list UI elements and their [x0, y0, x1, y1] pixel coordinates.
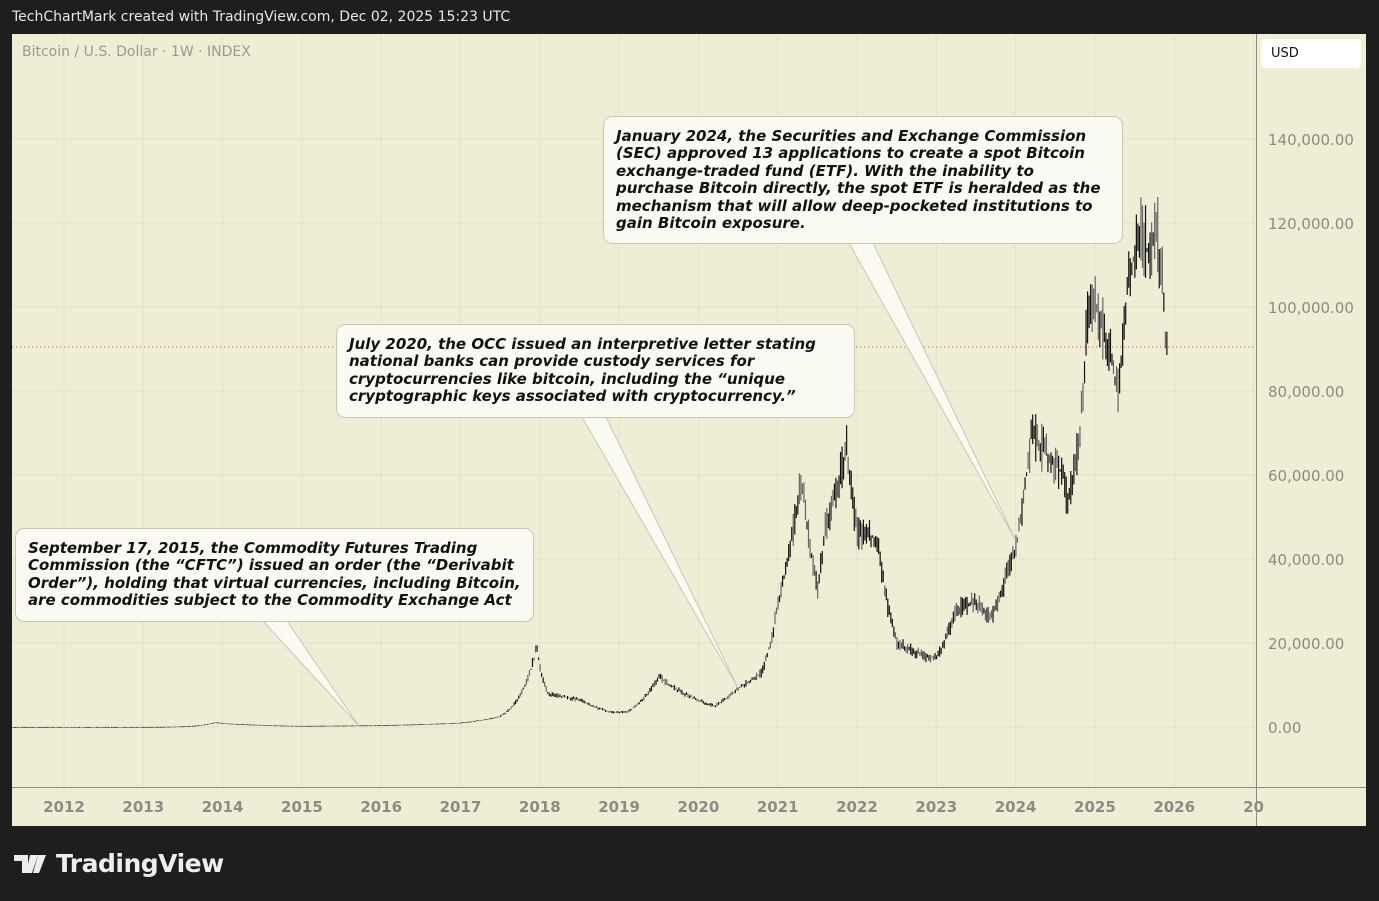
price-tick-label: 20,000.00: [1268, 635, 1344, 653]
tradingview-logo[interactable]: TradingView: [14, 849, 224, 878]
time-tick-label: 2012: [43, 798, 85, 816]
time-tick-label: 2022: [836, 798, 878, 816]
currency-button[interactable]: USD: [1261, 39, 1361, 68]
price-tick-label: 120,000.00: [1268, 215, 1354, 233]
time-tick-label: 2016: [360, 798, 402, 816]
symbol-title: Bitcoin / U.S. Dollar · 1W · INDEX: [22, 44, 251, 60]
time-tick-label: 2018: [519, 798, 561, 816]
price-tick-label: 0.00: [1268, 719, 1301, 737]
annotation-pointer: [261, 620, 359, 726]
time-tick-label: 2024: [995, 798, 1037, 816]
time-tick-label: 2025: [1074, 798, 1116, 816]
time-tick-label: 20: [1243, 798, 1264, 816]
price-tick-label: 140,000.00: [1268, 131, 1354, 149]
time-tick-label: 2023: [915, 798, 957, 816]
price-tick-label: 40,000.00: [1268, 551, 1344, 569]
tradingview-logo-icon: [14, 854, 46, 873]
brand-name: TradingView: [56, 849, 224, 878]
annotation-occ[interactable]: July 2020, the OCC issued an interpretiv…: [336, 324, 855, 418]
chart-header-credit: TechChartMark created with TradingView.c…: [12, 9, 511, 25]
time-tick-label: 2017: [440, 798, 482, 816]
price-tick-label: 100,000.00: [1268, 299, 1354, 317]
ohlc-bars: [11, 196, 1168, 728]
annotation-sec-etf[interactable]: January 2024, the Securities and Exchang…: [603, 116, 1123, 244]
time-tick-label: 2026: [1153, 798, 1195, 816]
time-tick-label: 2019: [598, 798, 640, 816]
price-tick-label: 80,000.00: [1268, 383, 1344, 401]
annotation-cftc[interactable]: September 17, 2015, the Commodity Future…: [15, 528, 534, 622]
time-tick-label: 2013: [122, 798, 164, 816]
annotation-pointer: [581, 416, 739, 689]
time-tick-label: 2020: [678, 798, 720, 816]
time-tick-label: 2015: [281, 798, 323, 816]
time-tick-label: 2014: [202, 798, 244, 816]
time-tick-label: 2021: [757, 798, 799, 816]
price-tick-label: 60,000.00: [1268, 467, 1344, 485]
